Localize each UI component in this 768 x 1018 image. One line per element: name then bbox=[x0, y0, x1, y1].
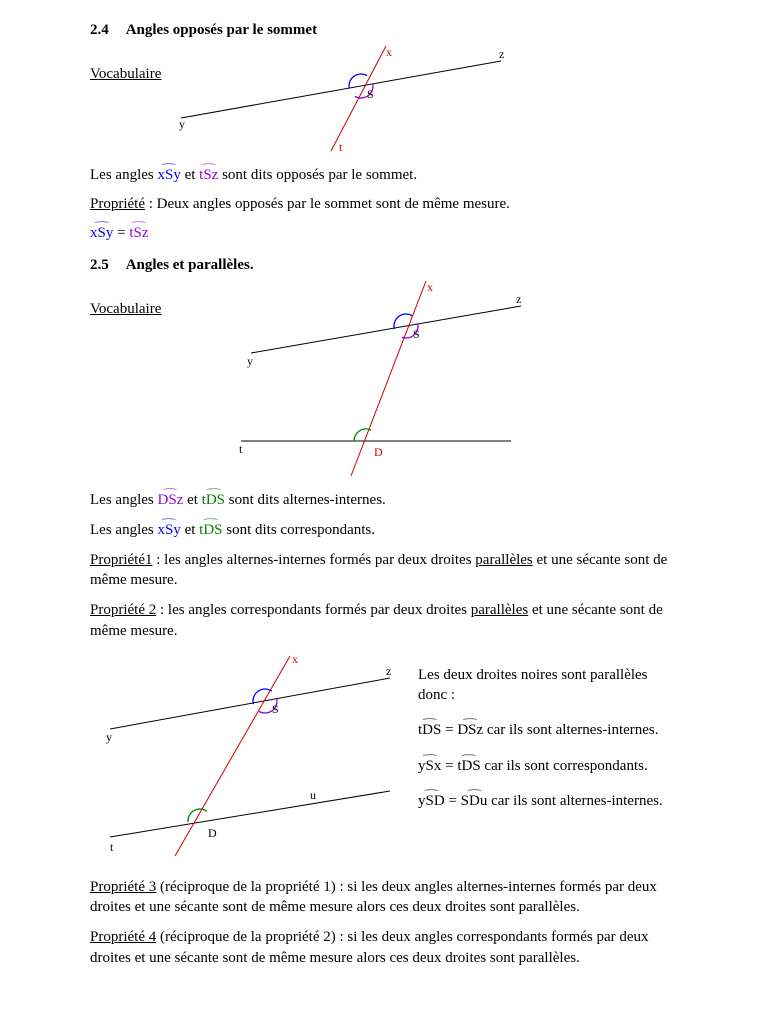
angle-tSz-eq: tSz bbox=[129, 222, 148, 241]
section-2-4-heading: 2.4 Angles opposés par le sommet bbox=[90, 20, 678, 40]
correspondants-sentence: Les angles xSy et tDS sont dits correspo… bbox=[90, 519, 678, 540]
svg-text:t: t bbox=[110, 840, 114, 854]
section-title: Angles et parallèles. bbox=[126, 257, 254, 273]
svg-text:z: z bbox=[499, 47, 504, 61]
angle-xSy: xSy bbox=[157, 164, 180, 183]
angle-DSz: DSz bbox=[157, 489, 183, 508]
alt-internes-sentence: Les angles DSz et tDS sont dits alternes… bbox=[90, 489, 678, 510]
svg-text:x: x bbox=[292, 652, 298, 666]
figure-3: x z y Su t D bbox=[90, 651, 400, 861]
svg-text:S: S bbox=[367, 87, 374, 101]
angle-xSy-eq: xSy bbox=[90, 222, 113, 241]
vocab-figure-row: Vocabulaire x z y t S bbox=[90, 46, 678, 156]
svg-text:y: y bbox=[106, 730, 112, 744]
vocab-figure-row-2: Vocabulaire x z y St D bbox=[90, 281, 678, 481]
svg-text:y: y bbox=[247, 354, 253, 368]
property-3: Propriété 3 (réciproque de la propriété … bbox=[90, 877, 678, 918]
svg-text:x: x bbox=[386, 46, 392, 59]
svg-text:D: D bbox=[208, 826, 217, 840]
eq-alt-1: tDS = DSz car ils sont alternes-internes… bbox=[418, 719, 678, 740]
vocabulary-label: Vocabulaire bbox=[90, 46, 161, 84]
figure-1: x z y t S bbox=[161, 46, 678, 156]
figure-text-col: Les deux droites noires sont parallèles … bbox=[418, 651, 678, 825]
angle-tDS: tDS bbox=[202, 489, 225, 508]
section-2-5-heading: 2.5 Angles et parallèles. bbox=[90, 255, 678, 275]
svg-text:z: z bbox=[386, 664, 391, 678]
angle-tSz: tSz bbox=[199, 164, 218, 183]
property-1: Propriété1 : les angles alternes-interne… bbox=[90, 550, 678, 591]
equation-opposed: xSy = tSz bbox=[90, 222, 678, 243]
svg-text:S: S bbox=[413, 327, 420, 341]
figure-text-row: x z y Su t D Les deux droites noires sont par… bbox=[90, 651, 678, 861]
property-opposed: Propriété : Deux angles opposés par le s… bbox=[90, 194, 678, 214]
svg-text:x: x bbox=[427, 281, 433, 294]
angle-xSy-2: xSy bbox=[157, 519, 180, 538]
angle-tDS-2: tDS bbox=[199, 519, 222, 538]
figure-2: x z y St D bbox=[161, 281, 678, 481]
eq-alt-2: ySD = SDu car ils sont alternes-internes… bbox=[418, 790, 678, 811]
svg-text:z: z bbox=[516, 292, 521, 306]
section-title: Angles opposés par le sommet bbox=[126, 22, 317, 38]
svg-text:t: t bbox=[239, 442, 243, 456]
eq-corr: ySx = tDS car ils sont correspondants. bbox=[418, 755, 678, 776]
parallel-intro: Les deux droites noires sont parallèles … bbox=[418, 665, 678, 706]
svg-text:t: t bbox=[339, 140, 343, 154]
svg-text:y: y bbox=[179, 117, 185, 131]
property-4: Propriété 4 (réciproque de la propriété … bbox=[90, 927, 678, 968]
property-2: Propriété 2 : les angles correspondants … bbox=[90, 600, 678, 641]
svg-text:S: S bbox=[272, 702, 279, 716]
section-number: 2.5 bbox=[90, 255, 109, 275]
vocabulary-label: Vocabulaire bbox=[90, 281, 161, 319]
opposed-sentence: Les angles xSy et tSz sont dits opposés … bbox=[90, 164, 678, 185]
svg-text:D: D bbox=[374, 445, 383, 459]
svg-text:u: u bbox=[310, 788, 316, 802]
section-number: 2.4 bbox=[90, 20, 109, 40]
